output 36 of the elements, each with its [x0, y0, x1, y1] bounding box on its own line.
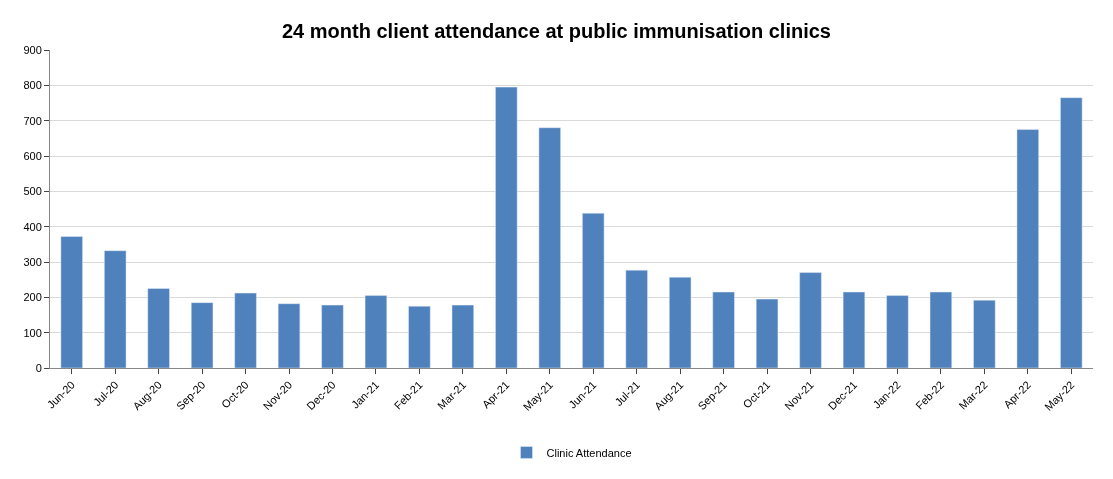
bar: [929, 291, 953, 368]
chart-title: 24 month client attendance at public immunisation clinics: [282, 19, 831, 42]
y-tick-label: 800: [23, 79, 42, 92]
bar: [234, 292, 257, 368]
y-tick-label: 200: [23, 291, 42, 304]
y-tick-label: 400: [23, 220, 42, 233]
legend-label: Clinic Attendance: [546, 446, 632, 459]
bar: [582, 212, 605, 368]
bar: [799, 272, 822, 368]
y-tick-label: 300: [23, 255, 42, 268]
y-tick-label: 100: [23, 326, 42, 339]
bar: [321, 304, 344, 368]
y-tick-label: 0: [35, 361, 42, 374]
bar: [1060, 97, 1083, 368]
bar: [538, 127, 561, 368]
bar: [451, 304, 474, 368]
y-tick-label: 600: [23, 149, 42, 162]
bar: [190, 302, 214, 368]
bar: [147, 288, 170, 368]
y-tick-label: 700: [23, 114, 42, 127]
bar: [495, 86, 518, 368]
bar: [669, 276, 692, 368]
bar: [364, 295, 388, 368]
bar: [277, 303, 301, 368]
bar: [60, 236, 83, 368]
bar: [1016, 129, 1039, 368]
bar: [842, 291, 866, 368]
y-tick-label: 500: [23, 185, 42, 198]
bar: [755, 298, 779, 368]
bar: [408, 305, 431, 368]
bar: [104, 250, 127, 368]
bar: [886, 295, 909, 368]
y-tick-label: 900: [23, 43, 42, 56]
bar: [712, 291, 735, 368]
bar: [625, 269, 648, 368]
bar: [973, 299, 996, 368]
